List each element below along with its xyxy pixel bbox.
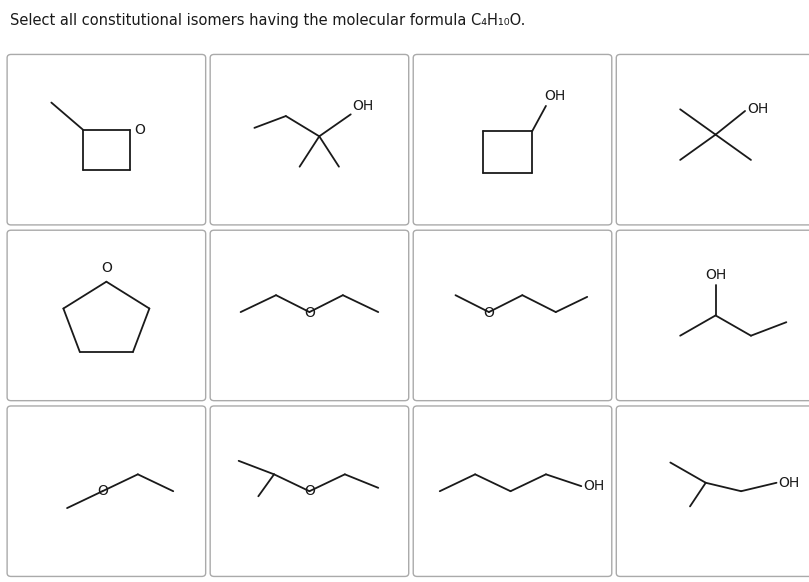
FancyBboxPatch shape	[413, 230, 612, 400]
FancyBboxPatch shape	[413, 406, 612, 576]
FancyBboxPatch shape	[7, 55, 205, 225]
Text: O: O	[304, 306, 315, 320]
Text: O: O	[134, 123, 145, 137]
FancyBboxPatch shape	[210, 55, 409, 225]
FancyBboxPatch shape	[616, 406, 809, 576]
Text: O: O	[101, 261, 112, 275]
FancyBboxPatch shape	[616, 230, 809, 400]
Text: OH: OH	[747, 102, 769, 116]
FancyBboxPatch shape	[210, 406, 409, 576]
FancyBboxPatch shape	[413, 55, 612, 225]
Text: O: O	[304, 484, 315, 498]
Text: Select all constitutional isomers having the molecular formula C₄H₁₀O.: Select all constitutional isomers having…	[10, 13, 525, 28]
Text: O: O	[97, 484, 108, 498]
Text: OH: OH	[353, 99, 374, 113]
Text: OH: OH	[705, 268, 726, 282]
FancyBboxPatch shape	[7, 230, 205, 400]
Text: OH: OH	[544, 88, 565, 102]
Text: OH: OH	[583, 479, 604, 493]
FancyBboxPatch shape	[616, 55, 809, 225]
Text: OH: OH	[778, 475, 800, 490]
FancyBboxPatch shape	[210, 230, 409, 400]
FancyBboxPatch shape	[7, 406, 205, 576]
Text: O: O	[484, 306, 494, 320]
